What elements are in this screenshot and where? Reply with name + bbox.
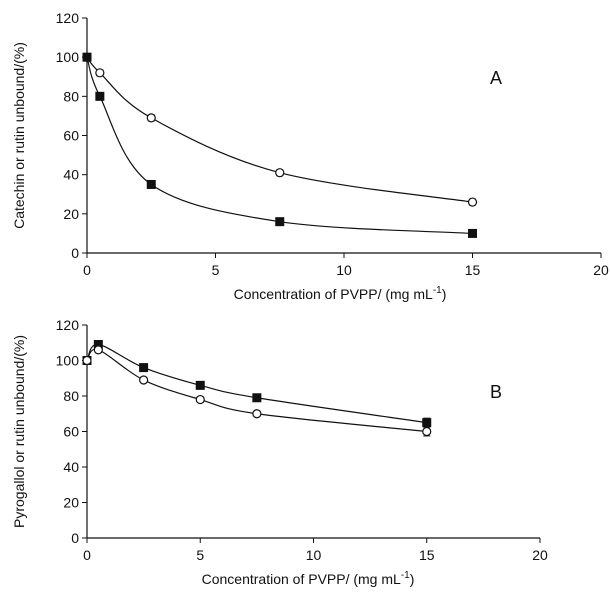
panel-b-x-tick-label: 10 (306, 547, 322, 563)
panel-b-y-tick-label: 40 (63, 459, 79, 475)
panel-a-series-1-line (86, 56, 473, 203)
panel-a-y-tick-label: 100 (56, 49, 80, 65)
panel-a-series-2-point (146, 179, 156, 189)
panel-b-y-tick-label: 60 (63, 424, 79, 440)
panel-b-y-tick-label: 20 (63, 495, 79, 511)
panel-a-y-tick-label: 120 (56, 10, 80, 26)
panel-b-x-tick-label: 15 (419, 547, 435, 563)
panel-a-x-tick-label: 0 (83, 262, 91, 278)
panel-b-x-axis-title: Concentration of PVPP/ (mg mL-1) (202, 570, 415, 587)
panel-a-x-axis-title: Concentration of PVPP/ (mg mL-1) (234, 285, 447, 302)
panel-a-x-tick-label: 20 (593, 262, 609, 278)
panel-a-x-axis-title-end: ) (442, 286, 447, 302)
panel-a-series-2-point (82, 52, 92, 62)
panel-b-series-2-point (82, 355, 92, 366)
panel-b-x-axis-title-text: Concentration of PVPP/ (mg mL (202, 571, 401, 587)
panel-b-y-tick-label: 80 (63, 388, 79, 404)
panel-b-x-axis-title-superscript: -1 (401, 570, 410, 581)
panel-b-panel-label: B (490, 382, 502, 402)
panel-a-y-axis-title: Catechin or rutin unbound/(%) (11, 42, 27, 229)
panel-a-x-axis-title-text: Concentration of PVPP/ (mg mL (234, 286, 433, 302)
panel-b-x-tick-label: 5 (196, 547, 204, 563)
panel-a-series-2-point (275, 217, 285, 227)
panel-a-x-tick-label: 5 (212, 262, 220, 278)
panel-b-x-tick-label: 0 (83, 547, 91, 563)
panel-a-x-axis-title-superscript: -1 (433, 285, 442, 296)
panel-b-series-2-point (139, 375, 149, 385)
panel-b-series-1-point (139, 363, 149, 373)
panel-b-series-2-point (422, 426, 432, 437)
panel-b-series-2-point (252, 409, 262, 419)
panel-b-y-tick-label: 120 (56, 317, 80, 333)
panel-a-series-1-point (95, 68, 105, 78)
panel-a-y-tick-label: 0 (71, 245, 79, 261)
panel-b-chart: 0 20 40 60 80 100 120 0 5 10 15 20 Concentration of … (11, 317, 548, 587)
panel-b-x-tick-label: 20 (532, 547, 548, 563)
panel-a-series-1-point (146, 113, 156, 123)
panel-b-series-1-point (422, 418, 432, 428)
panel-b-series-2-point (195, 394, 205, 405)
panel-b-series-2-point (93, 345, 103, 355)
panel-a-y-tick-label: 20 (63, 206, 79, 222)
panel-a-chart: 0 20 40 60 80 100 120 0 5 10 15 20 Concentration of … (11, 10, 609, 302)
panel-a-series-2-point (468, 228, 477, 238)
panel-b-y-axis-title: Pyrogallol or rutin unbound/(%) (11, 335, 27, 528)
panel-b-y-tick-label: 100 (56, 353, 80, 369)
panel-a-panel-label: A (490, 68, 502, 88)
panel-b-x-axis-title-end: ) (410, 571, 415, 587)
panel-b-y-tick-label: 0 (71, 530, 79, 546)
panel-a-series-1-point (275, 168, 285, 178)
panel-b-series-1-point (252, 393, 262, 403)
panel-a-series-1-point (467, 197, 478, 207)
panel-a-y-tick-label: 40 (63, 167, 79, 183)
panel-b-series-2-line (86, 348, 427, 433)
panel-a-series-2-line (86, 56, 473, 235)
panel-a-y-tick-label: 60 (63, 128, 79, 144)
panel-a-series-2-point (95, 91, 105, 101)
panel-a-x-tick-label: 15 (465, 262, 481, 278)
panel-b-series-1-point (195, 380, 205, 390)
panel-a-y-tick-label: 80 (63, 88, 79, 104)
panel-a-x-tick-label: 10 (336, 262, 352, 278)
